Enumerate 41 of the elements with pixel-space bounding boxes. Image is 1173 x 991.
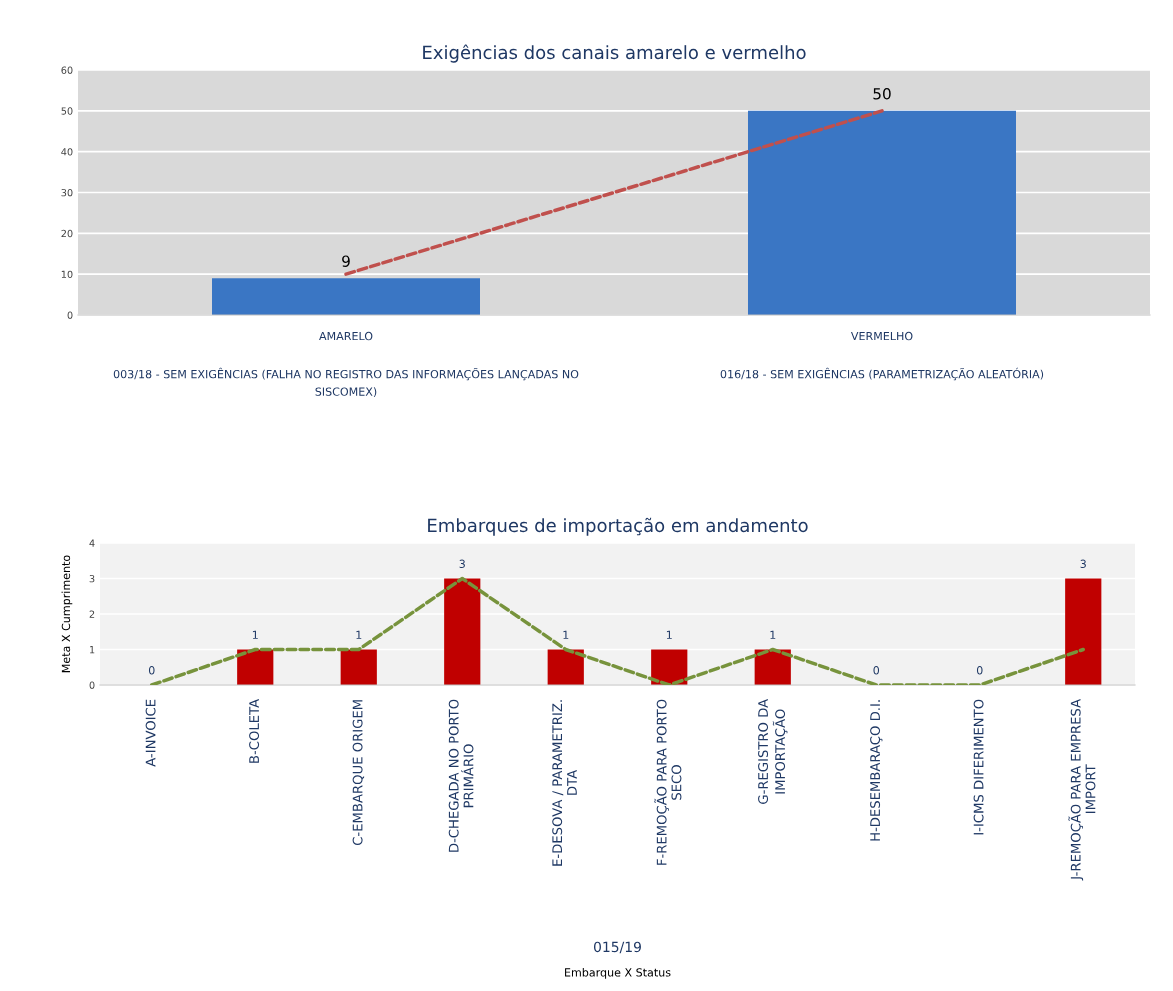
- x-tick-label: A-INVOICE: [145, 699, 156, 767]
- y-axis-title: Meta X Cumprimento: [61, 555, 73, 673]
- data-label: 1: [770, 630, 776, 639]
- data-label: 9: [342, 255, 350, 267]
- data-label: 0: [976, 666, 983, 675]
- x-tick-label: J-REMOÇÃO PARA EMPRESA IMPORT: [1068, 699, 1096, 881]
- x-axis-title: Embarque X Status: [565, 968, 671, 979]
- y-tick-label: 40: [61, 148, 73, 156]
- text: 015/19: [593, 941, 641, 954]
- category-label: AMARELO 003/18 - SEM EXIGÊNCIAS (FALHA NO REGISTRO DAS INFORMAÇÕES LANÇADAS NO SISCOMEX): [113, 331, 579, 398]
- y-tick-label: 30: [61, 188, 73, 197]
- data-label: 50: [873, 87, 891, 100]
- data-label: 1: [563, 630, 569, 639]
- x-tick-label: G-REGISTRO DA IMPORTAÇÃO: [758, 699, 788, 804]
- x-tick-label: H-DESEMBARAÇO D.I.: [870, 700, 883, 841]
- y-tick-label: 20: [61, 229, 73, 238]
- y-tick-label: 4: [89, 539, 95, 547]
- data-label: 0: [873, 666, 880, 675]
- data-label: 1: [252, 630, 258, 639]
- x-tick-label: B-COLETA: [249, 699, 260, 763]
- category-label: VERMELHO 016/18 - SEM EXIGÊNCIAS (PARAMETRIZAÇÃO ALEATÓRIA): [720, 331, 1044, 381]
- x-tick-label: D-CHEGADA NO PORTO PRIMÁRIO: [448, 699, 474, 852]
- y-tick-label: 3: [89, 574, 95, 583]
- data-label: 3: [459, 559, 465, 569]
- chart-title: Embarques de importação em andamento: [428, 517, 808, 536]
- y-tick-label: 0: [67, 311, 73, 319]
- y-tick-label: 10: [61, 270, 73, 278]
- x-tick-label: E-DESOVA / PARAMETRIZ. DTA: [552, 700, 577, 866]
- data-label: 1: [356, 630, 362, 639]
- y-tick-label: 50: [61, 107, 73, 115]
- data-label: 0: [148, 666, 155, 675]
- y-tick-label: 1: [90, 646, 95, 654]
- data-label: 3: [1080, 559, 1086, 569]
- chart-title: Exigências dos canais amarelo e vermelho: [423, 44, 806, 63]
- data-label: 1: [666, 630, 672, 639]
- y-tick-label: 2: [89, 610, 95, 618]
- x-tick-label: I-ICMS DIFERIMENTO: [973, 699, 984, 835]
- x-tick-label: F-REMOÇÃO PARA PORTO SECO: [654, 699, 682, 865]
- y-tick-label: 60: [61, 66, 73, 74]
- x-tick-label: C-EMBARQUE ORIGEM: [352, 700, 365, 846]
- y-tick-label: 0: [89, 681, 95, 689]
